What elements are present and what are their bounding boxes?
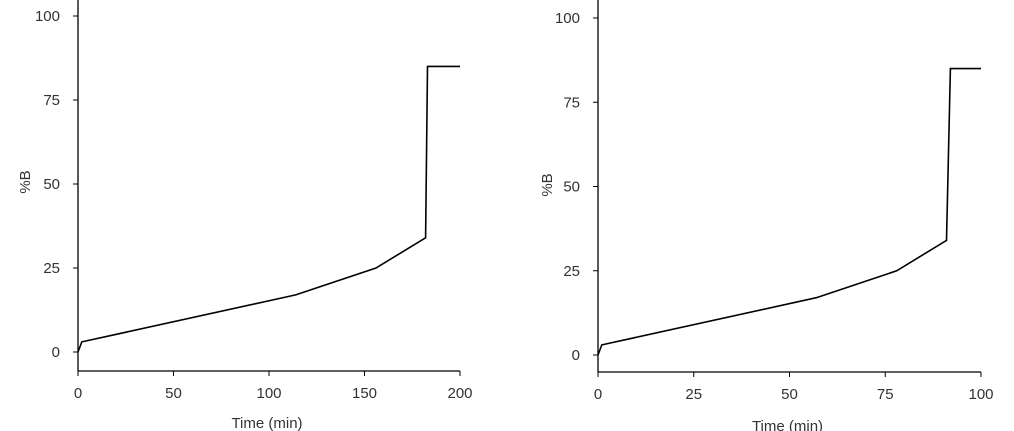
x-tick-label: 0 xyxy=(74,385,82,402)
x-tick-label: 100 xyxy=(968,386,993,403)
chart-right-panel: 0 25 50 75 100 0 25 50 75 100 Time (min) %B xyxy=(539,0,994,431)
x-tick-label: 50 xyxy=(781,386,798,403)
x-tick-label: 75 xyxy=(877,386,894,403)
y-tick-label: 100 xyxy=(555,10,580,27)
x-tick-label: 100 xyxy=(256,385,281,402)
x-tick-label: 150 xyxy=(352,385,377,402)
x-tick-label: 25 xyxy=(685,386,702,403)
x-axis-label: Time (min) xyxy=(752,418,823,431)
chart-left-panel: 0 25 50 75 100 0 50 100 150 200 Time (min) %B xyxy=(17,0,473,431)
y-tick-label: 0 xyxy=(52,344,60,361)
y-axis-label: %B xyxy=(539,173,556,196)
y-tick-label: 50 xyxy=(43,176,60,193)
series-line xyxy=(77,65,460,353)
x-tick-label: 50 xyxy=(165,385,182,402)
x-tick-label: 0 xyxy=(594,386,602,403)
x-axis-label: Time (min) xyxy=(231,415,302,431)
y-tick-label: 25 xyxy=(43,260,60,277)
y-tick-label: 25 xyxy=(563,263,580,280)
y-tick-label: 0 xyxy=(572,347,580,364)
x-tick-label: 200 xyxy=(447,385,472,402)
y-tick-label: 75 xyxy=(43,92,60,109)
y-axis-label: %B xyxy=(17,170,34,193)
y-tick-label: 50 xyxy=(563,179,580,196)
y-tick-label: 75 xyxy=(563,94,580,111)
series-line xyxy=(597,67,981,356)
y-tick-label: 100 xyxy=(35,8,60,25)
